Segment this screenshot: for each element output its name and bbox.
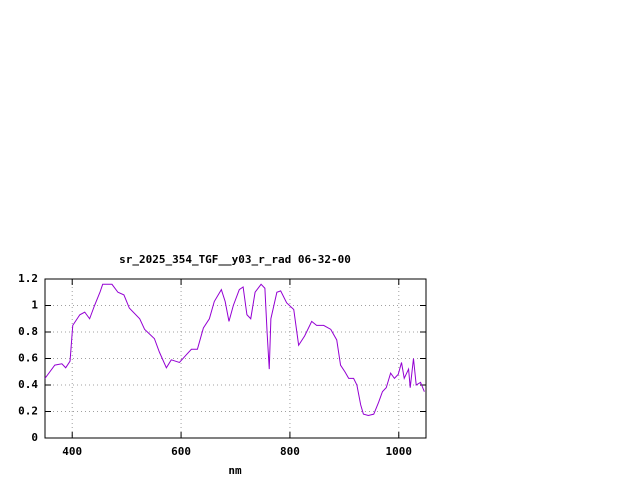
data-line xyxy=(44,283,425,416)
y-tick-label: 0.6 xyxy=(18,352,38,365)
chart-title: sr_2025_354_TGF__y03_r_rad 06-32-00 xyxy=(119,253,351,266)
x-tick-label: 600 xyxy=(171,445,191,458)
x-tick-label: 800 xyxy=(280,445,300,458)
y-tick-label: 0.2 xyxy=(18,405,38,418)
y-tick-label: 1.2 xyxy=(18,272,38,285)
x-axis-label: nm xyxy=(228,464,242,477)
plot-frame xyxy=(44,278,427,439)
y-tick-label: 1 xyxy=(31,299,38,312)
y-tick-label: 0.4 xyxy=(18,378,38,391)
y-tick-label: 0.8 xyxy=(18,325,38,338)
x-tick-label: 400 xyxy=(62,445,82,458)
y-tick-label: 0 xyxy=(31,431,38,444)
x-tick-label: 1000 xyxy=(386,445,413,458)
